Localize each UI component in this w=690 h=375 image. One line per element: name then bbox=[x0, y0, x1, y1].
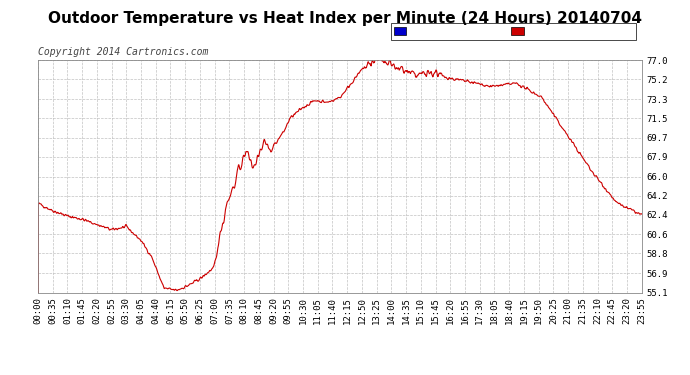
Text: Copyright 2014 Cartronics.com: Copyright 2014 Cartronics.com bbox=[38, 47, 208, 57]
Legend: Heat Index  (°F), Temperature  (°F): Heat Index (°F), Temperature (°F) bbox=[391, 23, 636, 40]
Text: Outdoor Temperature vs Heat Index per Minute (24 Hours) 20140704: Outdoor Temperature vs Heat Index per Mi… bbox=[48, 11, 642, 26]
